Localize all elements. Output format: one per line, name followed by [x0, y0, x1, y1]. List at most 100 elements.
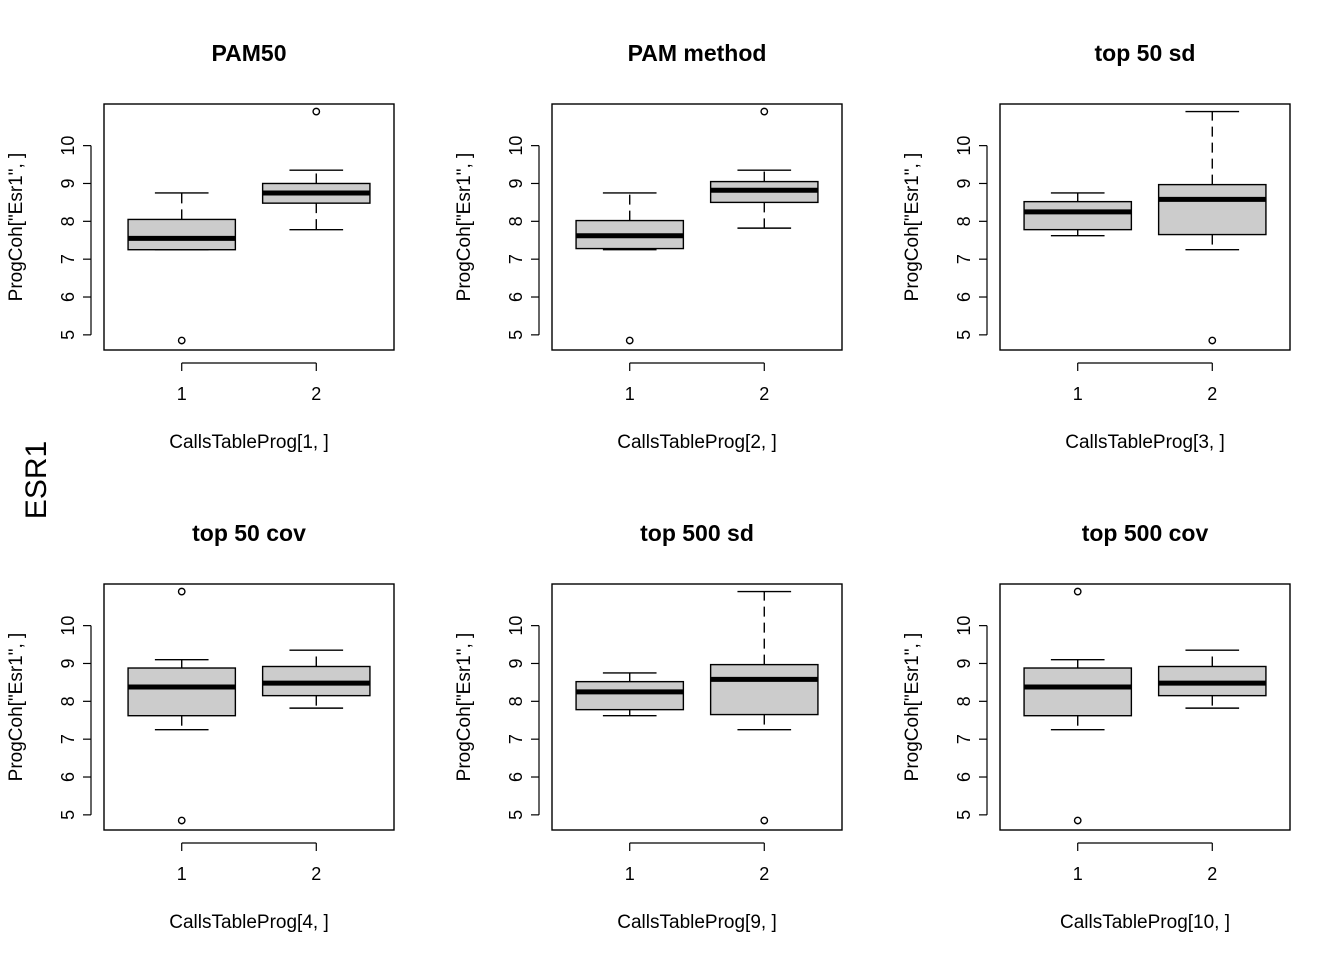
outlier-point	[1073, 587, 1082, 596]
y-tick-label: 9	[954, 658, 974, 668]
y-tick-label: 6	[954, 772, 974, 782]
y-tick-label: 9	[506, 658, 526, 668]
x-tick-label: 2	[1207, 384, 1217, 404]
panel-title: top 50 cov	[192, 520, 306, 546]
y-tick-label: 7	[954, 734, 974, 744]
y-tick-label: 5	[954, 330, 974, 340]
box-group-2	[709, 590, 819, 825]
box-group-1	[1023, 587, 1133, 825]
box-group-2	[709, 107, 819, 229]
outlier-point	[625, 336, 634, 345]
outlier-point	[760, 816, 769, 825]
outlier-point	[1073, 816, 1082, 825]
y-tick-label: 9	[58, 178, 78, 188]
outlier-point	[177, 816, 186, 825]
y-tick-label: 10	[954, 136, 974, 156]
iqr-box	[1023, 667, 1133, 717]
outlier-point	[177, 587, 186, 596]
y-tick-label: 5	[506, 810, 526, 820]
y-axis-label: ProgCoh["Esr1", ]	[6, 633, 27, 782]
y-tick-label: 8	[954, 216, 974, 226]
x-tick-label: 2	[759, 864, 769, 884]
y-tick-label: 6	[58, 772, 78, 782]
plot-frame	[551, 583, 843, 831]
plot-frame	[999, 583, 1291, 831]
y-tick-label: 5	[58, 330, 78, 340]
panel-title: PAM method	[628, 40, 767, 66]
y-axis-label: ProgCoh["Esr1", ]	[902, 633, 923, 782]
panel-4: top 50 cov 5 6 7 8 9 10 1 2 CallsTableProg[4, ] Pr…	[6, 520, 395, 933]
y-tick-label: 10	[954, 616, 974, 636]
x-axis-label: CallsTableProg[9, ]	[617, 912, 776, 933]
outlier-point	[760, 107, 769, 116]
panel-title: top 50 sd	[1095, 40, 1196, 66]
x-tick-label: 1	[177, 384, 187, 404]
y-axis-label: ProgCoh["Esr1", ]	[454, 153, 475, 302]
y-tick-label: 8	[506, 216, 526, 226]
y-tick-label: 8	[58, 696, 78, 706]
y-tick-label: 6	[506, 292, 526, 302]
iqr-box	[1023, 200, 1133, 231]
panel-title: top 500 sd	[640, 520, 754, 546]
y-tick-label: 10	[506, 136, 526, 156]
y-tick-label: 7	[58, 734, 78, 744]
y-tick-label: 9	[954, 178, 974, 188]
iqr-box	[1157, 183, 1267, 236]
y-tick-label: 10	[506, 616, 526, 636]
y-tick-label: 5	[58, 810, 78, 820]
x-tick-label: 1	[1073, 384, 1083, 404]
y-tick-label: 9	[506, 178, 526, 188]
iqr-box	[127, 667, 237, 717]
box-group-2	[261, 107, 371, 231]
plot-frame	[103, 103, 395, 351]
y-tick-label: 7	[954, 254, 974, 264]
y-tick-label: 8	[506, 696, 526, 706]
box-group-1	[1023, 192, 1133, 237]
box-group-2	[1157, 649, 1267, 709]
plot-frame	[103, 583, 395, 831]
box-group-1	[127, 192, 237, 345]
y-axis-label: ProgCoh["Esr1", ]	[6, 153, 27, 302]
x-axis-label: CallsTableProg[2, ]	[617, 432, 776, 453]
x-tick-label: 2	[1207, 864, 1217, 884]
y-tick-label: 5	[954, 810, 974, 820]
outlier-point	[1208, 336, 1217, 345]
iqr-box	[575, 680, 685, 711]
x-axis-label: CallsTableProg[1, ]	[169, 432, 328, 453]
plot-frame	[999, 103, 1291, 351]
x-tick-label: 2	[311, 384, 321, 404]
y-tick-label: 6	[58, 292, 78, 302]
x-tick-label: 1	[1073, 864, 1083, 884]
y-tick-label: 7	[58, 254, 78, 264]
x-tick-label: 2	[311, 864, 321, 884]
outlier-point	[177, 336, 186, 345]
panel-title: top 500 cov	[1082, 520, 1209, 546]
x-tick-label: 1	[177, 864, 187, 884]
y-tick-label: 9	[58, 658, 78, 668]
iqr-box	[127, 218, 237, 251]
panel-6: top 500 cov 5 6 7 8 9 10 1 2 CallsTableProg[10, ]…	[902, 520, 1291, 933]
panel-5: top 500 sd 5 6 7 8 9 10 1 2 CallsTableProg[9, ] Pr…	[454, 520, 843, 933]
x-tick-label: 1	[625, 864, 635, 884]
x-axis-label: CallsTableProg[10, ]	[1060, 912, 1230, 933]
y-tick-label: 8	[58, 216, 78, 226]
panel-2: PAM method 5 6 7 8 9 10 1 2 CallsTableProg[2, ] Pr…	[454, 40, 843, 453]
x-axis-label: CallsTableProg[4, ]	[169, 912, 328, 933]
box-group-1	[575, 672, 685, 717]
box-group-1	[127, 587, 237, 825]
y-axis-label: ProgCoh["Esr1", ]	[902, 153, 923, 302]
panel-1: PAM50 5 6 7 8 9 10 1 2 CallsTableProg[1, ] ProgCoh…	[6, 40, 395, 453]
y-tick-label: 5	[506, 330, 526, 340]
plot-frame	[551, 103, 843, 351]
figure-outer-label: ESR1	[20, 441, 53, 519]
panel-3: top 50 sd 5 6 7 8 9 10 1 2 CallsTableProg[3, ] Pro…	[902, 40, 1291, 453]
y-tick-label: 6	[954, 292, 974, 302]
y-axis-label: ProgCoh["Esr1", ]	[454, 633, 475, 782]
box-group-2	[1157, 110, 1267, 345]
y-tick-label: 6	[506, 772, 526, 782]
box-group-2	[261, 649, 371, 709]
y-tick-label: 8	[954, 696, 974, 706]
y-tick-label: 7	[506, 734, 526, 744]
